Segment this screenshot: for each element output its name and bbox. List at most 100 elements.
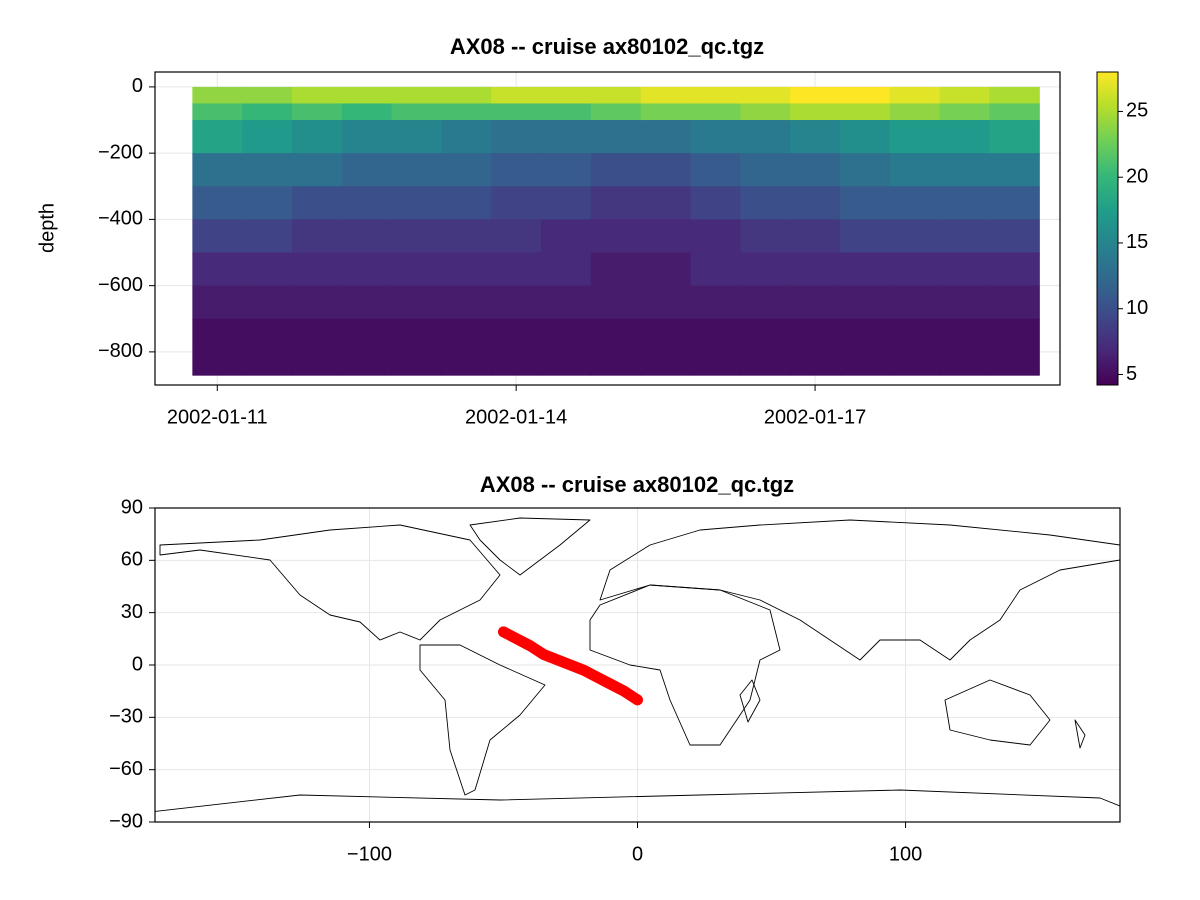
- heat-cell: [441, 186, 492, 220]
- heat-cell: [590, 285, 642, 320]
- heat-cell: [690, 86, 741, 105]
- track-line: [497, 626, 643, 706]
- y-tick-label: 60: [121, 549, 143, 571]
- heat-cell: [291, 153, 343, 187]
- heat-cell: [441, 103, 492, 121]
- heat-cell: [491, 86, 542, 105]
- heat-cell: [391, 120, 443, 154]
- heat-cell: [989, 252, 1040, 287]
- heat-cell: [740, 285, 791, 320]
- cells: [192, 86, 1040, 376]
- heat-cell: [242, 318, 293, 376]
- colorbar: [1096, 71, 1119, 386]
- x-tick-label: 2002-01-17: [764, 406, 866, 428]
- heat-cell: [291, 186, 343, 220]
- y-tick-label: −800: [98, 340, 143, 362]
- y-tick-label: 0: [132, 75, 143, 97]
- heat-cell: [541, 86, 592, 105]
- heat-cell: [839, 86, 891, 105]
- heat-cell: [640, 86, 692, 105]
- heat-cell: [341, 318, 393, 376]
- heat-cell: [939, 285, 991, 320]
- y-tick-label: −60: [109, 758, 143, 780]
- heat-cell: [391, 186, 443, 220]
- heat-cell: [839, 252, 891, 287]
- heat-cell: [291, 252, 343, 287]
- heat-cell: [391, 153, 443, 187]
- heat-cell: [939, 318, 991, 376]
- heat-cell: [192, 318, 243, 376]
- heat-cell: [491, 186, 542, 220]
- heat-cell: [939, 120, 991, 154]
- heat-cell: [541, 252, 592, 287]
- heat-cell: [989, 153, 1040, 187]
- heat-cell: [541, 120, 592, 154]
- heat-cell: [441, 219, 492, 254]
- heat-cell: [192, 86, 243, 105]
- heat-cell: [192, 219, 243, 254]
- heat-cell: [291, 285, 343, 320]
- heat-cell: [590, 86, 642, 105]
- heat-cell: [690, 252, 741, 287]
- heat-cell: [790, 318, 841, 376]
- heat-cell: [690, 153, 741, 187]
- plot-frame: [154, 507, 1121, 823]
- y-tick-label: −30: [109, 706, 143, 728]
- colorbar-tick-label: 15: [1126, 231, 1148, 253]
- heat-cell: [291, 318, 343, 376]
- heat-cell: [291, 103, 343, 121]
- heat-cell: [391, 86, 443, 105]
- heat-cell: [192, 153, 243, 187]
- heat-cell: [242, 186, 293, 220]
- heat-cell: [192, 285, 243, 320]
- y-tick-label: −400: [98, 208, 143, 230]
- heat-cell: [291, 86, 343, 105]
- heat-cell: [690, 318, 741, 376]
- heat-cell: [192, 120, 243, 154]
- heat-cell: [690, 285, 741, 320]
- heat-cell: [341, 86, 393, 105]
- y-tick-label: 30: [121, 601, 143, 623]
- heat-cell: [341, 219, 393, 254]
- heat-cell: [291, 219, 343, 254]
- coastlines: [155, 517, 1120, 812]
- heat-cell: [391, 103, 443, 121]
- heat-cell: [640, 153, 692, 187]
- heat-cell: [491, 120, 542, 154]
- heat-cell: [391, 252, 443, 287]
- heat-cell: [889, 285, 941, 320]
- heat-cell: [989, 285, 1040, 320]
- heat-cell: [242, 120, 293, 154]
- heat-cell: [341, 153, 393, 187]
- heat-cell: [640, 103, 692, 121]
- heat-cell: [391, 285, 443, 320]
- heat-cell: [441, 252, 492, 287]
- heat-cell: [441, 86, 492, 105]
- heat-cell: [640, 318, 692, 376]
- heat-cell: [740, 186, 791, 220]
- heat-cell: [889, 103, 941, 121]
- heat-cell: [541, 103, 592, 121]
- heat-cell: [790, 120, 841, 154]
- heat-cell: [790, 219, 841, 254]
- y-tick-label: −600: [98, 274, 143, 296]
- plot-frame: [154, 71, 1061, 386]
- heat-cell: [341, 252, 393, 287]
- colorbar-tick-label: 10: [1126, 297, 1148, 319]
- heat-cell: [541, 219, 592, 254]
- heat-cell: [740, 219, 791, 254]
- heat-cell: [242, 86, 293, 105]
- y-tick-label: −90: [109, 810, 143, 832]
- heat-cell: [989, 103, 1040, 121]
- heat-cell: [441, 120, 492, 154]
- heat-cell: [889, 120, 941, 154]
- heat-cell: [839, 120, 891, 154]
- x-tick-label: 2002-01-14: [465, 406, 567, 428]
- heat-cell: [939, 252, 991, 287]
- y-tick-label: −200: [98, 141, 143, 163]
- heat-cell: [889, 86, 941, 105]
- heat-cell: [341, 186, 393, 220]
- colorbar-tick-label: 5: [1126, 363, 1137, 385]
- heat-cell: [391, 318, 443, 376]
- heat-cell: [541, 153, 592, 187]
